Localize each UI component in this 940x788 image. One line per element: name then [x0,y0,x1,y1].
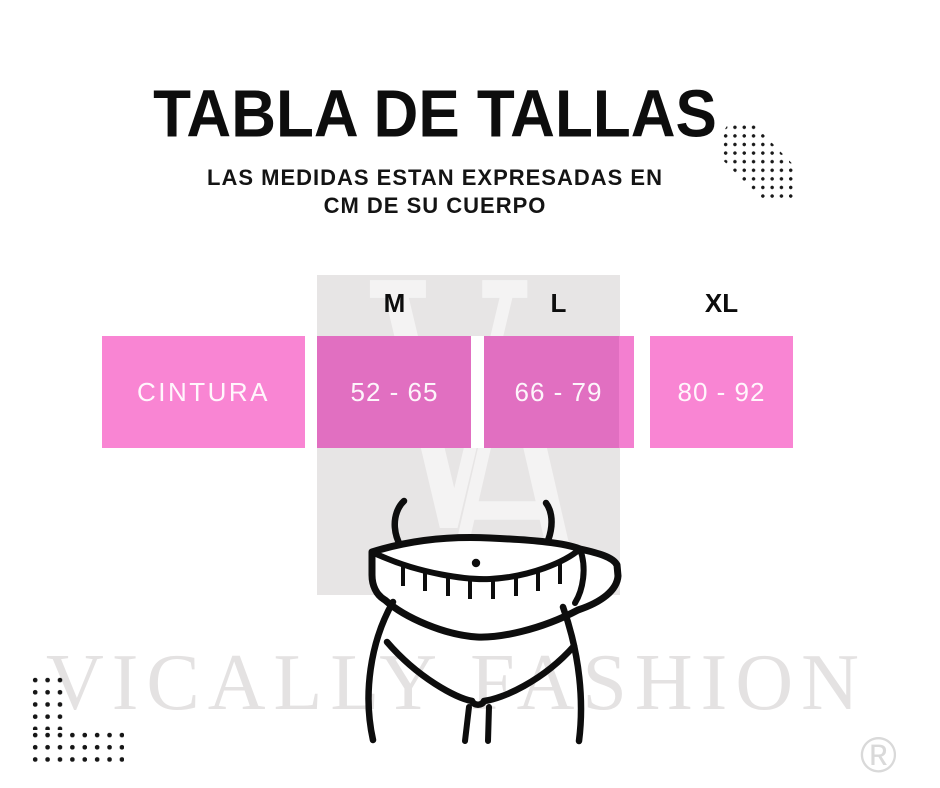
subtitle-line-1: LAS MEDIDAS ESTAN EXPRESADAS EN [207,165,663,190]
hip-right-line [559,603,585,745]
measuring-tape-ticks [401,562,562,599]
cell-m-range: 52 - 65 [317,336,472,448]
subtitle-line-2: CM DE SU CUERPO [323,193,547,218]
column-header-m: M [383,288,406,318]
measuring-tape-end-fold [572,546,587,606]
column-header-l: L [550,288,567,318]
dots-decoration-bottom-left-lower [26,726,124,764]
cell-divider-gap [471,336,484,448]
cell-xl-range: 80 - 92 [650,336,793,448]
waist-measuring-tape-illustration [365,497,622,745]
inner-leg-lines [462,704,492,744]
column-header-xl: XL [704,288,739,318]
navel-dot [471,558,481,568]
bikini-outline [383,638,578,708]
dots-decoration-bottom-left-upper [26,671,64,730]
hip-left-line [365,598,397,744]
registered-trademark-symbol: ® [860,727,897,783]
cell-l-range: 66 - 79 [483,336,634,448]
row-label-cintura: CINTURA [102,336,305,448]
subtitle: LAS MEDIDAS ESTAN EXPRESADAS EN CM DE SU … [0,164,870,220]
page-title: TABLA DE TALLAS [153,77,717,152]
brand-watermark-text: VICALLY FASHION [46,639,867,727]
